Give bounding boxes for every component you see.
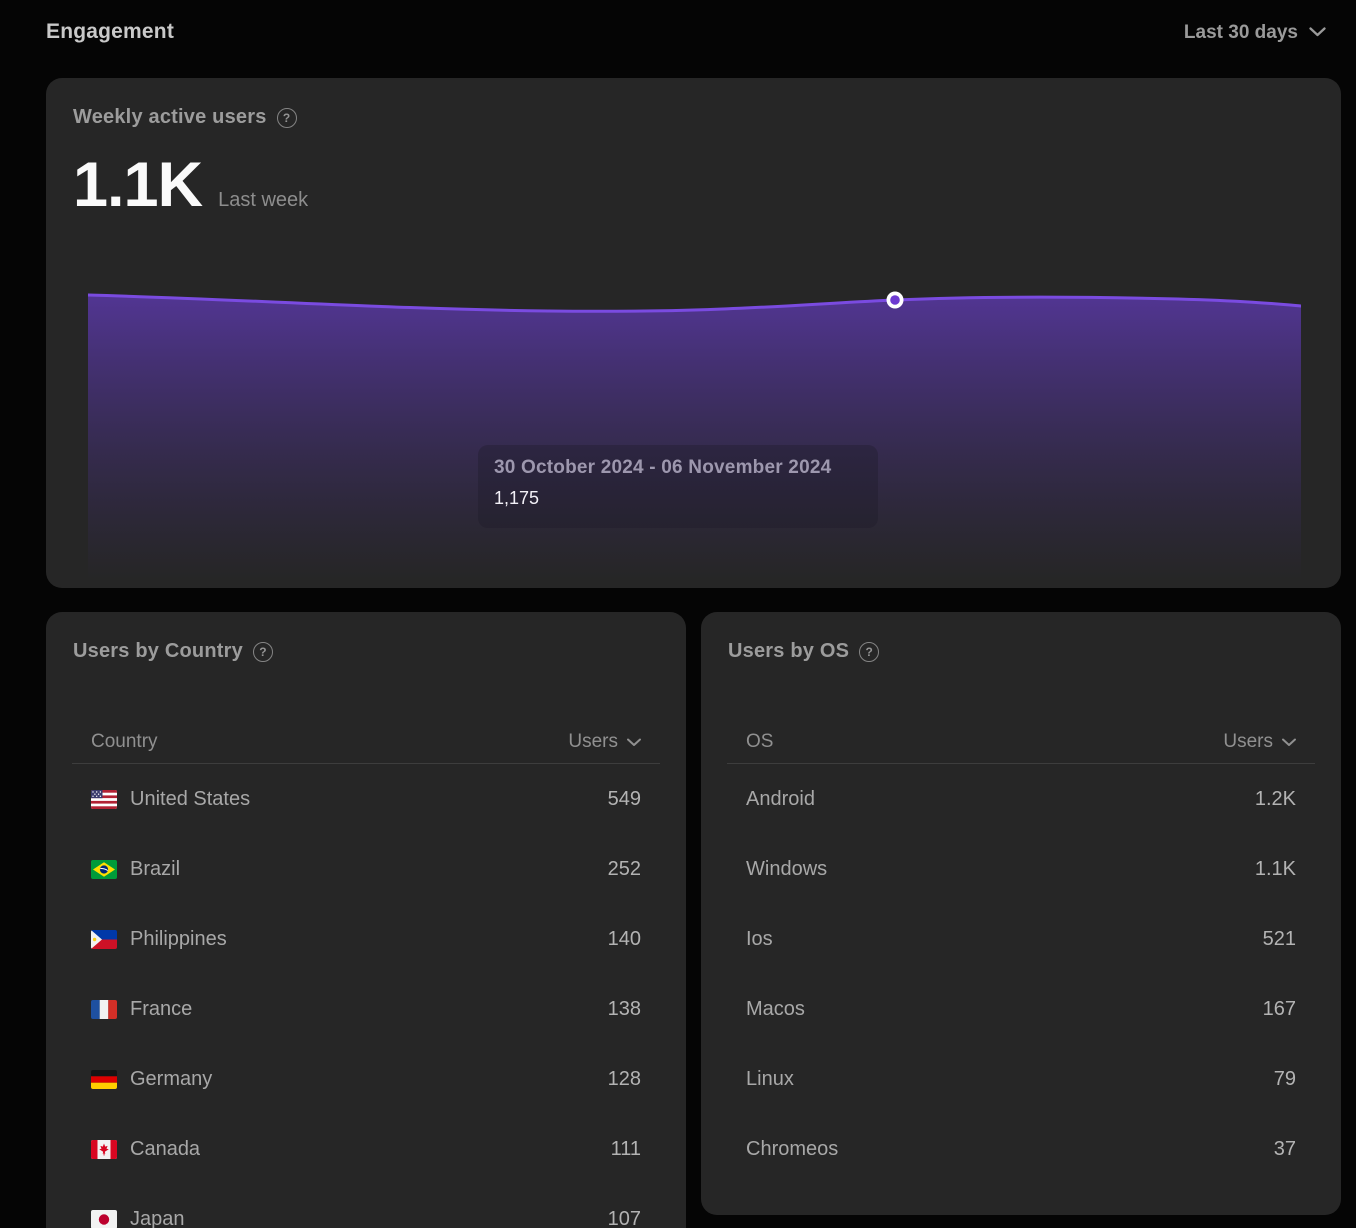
os-name: Windows (746, 857, 828, 880)
date-range-label: Last 30 days (1183, 22, 1298, 43)
os-users-value: 79 (1273, 1067, 1296, 1090)
country-users-value: 549 (607, 787, 641, 810)
country-name: Canada (130, 1137, 201, 1160)
os-users-value: 521 (1262, 927, 1296, 950)
chart-line (88, 293, 1301, 313)
users-column-label: Users (568, 731, 618, 752)
table-row-canada: Canada 111 (46, 1114, 686, 1184)
users-column-label: Users (1223, 731, 1273, 752)
weekly-active-users-value: 1.1K (73, 150, 203, 220)
table-row-chromeos: Chromeos 37 (701, 1114, 1341, 1184)
os-column-header: OS (746, 731, 774, 752)
country-users-value: 140 (607, 927, 641, 950)
table-row-ios: Ios 521 (701, 904, 1341, 974)
weekly-active-users-chart[interactable]: 30 October 2024 - 06 November 2024 1,175 (88, 290, 1301, 580)
os-users-value: 167 (1262, 997, 1296, 1020)
country-users-value: 138 (607, 997, 641, 1020)
country-name: Philippines (130, 927, 227, 950)
country-users-value: 128 (607, 1067, 641, 1090)
country-users-value: 111 (610, 1137, 641, 1160)
table-row-brazil: Brazil 252 (46, 834, 686, 904)
weekly-card-title: Weekly active users (73, 106, 267, 128)
germany-flag-icon (91, 1069, 117, 1089)
table-row-windows: Windows 1.1K (701, 834, 1341, 904)
os-users-value: 37 (1273, 1137, 1296, 1160)
users-sort-header[interactable]: Users (1223, 731, 1296, 753)
area-chart-svg (88, 291, 1301, 580)
chart-tooltip: 30 October 2024 - 06 November 2024 1,175 (478, 445, 878, 528)
chevron-down-icon (627, 731, 641, 753)
users-sort-header[interactable]: Users (568, 731, 641, 753)
philippines-flag-icon (91, 929, 117, 949)
us-flag-icon (91, 789, 117, 809)
os-name: Chromeos (746, 1137, 839, 1160)
date-range-selector[interactable]: Last 30 days (1184, 22, 1326, 44)
country-card-title: Users by Country (73, 640, 243, 662)
table-row-android: Android 1.2K (701, 764, 1341, 834)
os-name: Android (746, 787, 815, 810)
country-name: Japan (130, 1207, 185, 1228)
os-name: Ios (746, 927, 773, 950)
country-name: United States (130, 787, 251, 810)
country-name: Germany (130, 1067, 213, 1090)
japan-flag-icon (91, 1209, 117, 1228)
tooltip-value: 1,175 (494, 488, 540, 508)
help-icon[interactable]: ? (252, 641, 273, 662)
os-users-value: 1.1K (1254, 857, 1296, 880)
country-column-header: Country (91, 731, 158, 752)
weekly-active-users-caption: Last week (218, 189, 309, 211)
page-title: Engagement (46, 20, 175, 43)
france-flag-icon (91, 999, 117, 1019)
country-name: Brazil (130, 857, 181, 880)
os-name: Macos (746, 997, 805, 1020)
os-table: OS Users Android 1.2K Windows 1.1K Ios 5… (701, 718, 1341, 1184)
country-users-value: 252 (607, 857, 641, 880)
table-row-macos: Macos 167 (701, 974, 1341, 1044)
os-name: Linux (746, 1067, 794, 1090)
help-icon[interactable]: ? (859, 641, 880, 662)
table-row-philippines: Philippines 140 (46, 904, 686, 974)
table-divider (72, 763, 660, 764)
table-row-germany: Germany 128 (46, 1044, 686, 1114)
table-divider (727, 763, 1315, 764)
chart-marker-dot (890, 295, 900, 305)
table-row-japan: Japan 107 (46, 1184, 686, 1228)
help-icon[interactable]: ? (276, 107, 297, 128)
canada-flag-icon (91, 1139, 117, 1159)
table-row-france: France 138 (46, 974, 686, 1044)
chevron-down-icon (1309, 24, 1326, 42)
chart-area-fill (88, 295, 1301, 580)
weekly-active-users-card: Weekly active users ? 1.1K Last week 30 O… (46, 78, 1341, 588)
country-table: Country Users United States 549 Brazil 2… (46, 718, 686, 1228)
country-name: France (130, 997, 193, 1020)
os-card-title: Users by OS (728, 640, 850, 662)
users-by-country-card: Users by Country ? Country Users United … (46, 612, 686, 1228)
chevron-down-icon (1282, 731, 1296, 753)
tooltip-date-range: 30 October 2024 - 06 November 2024 (494, 457, 832, 478)
users-by-os-card: Users by OS ? OS Users Android 1.2K Wind… (701, 612, 1341, 1215)
brazil-flag-icon (91, 859, 117, 879)
table-row-linux: Linux 79 (701, 1044, 1341, 1114)
os-users-value: 1.2K (1254, 787, 1296, 810)
table-row-united-states: United States 549 (46, 764, 686, 834)
country-users-value: 107 (607, 1207, 641, 1228)
